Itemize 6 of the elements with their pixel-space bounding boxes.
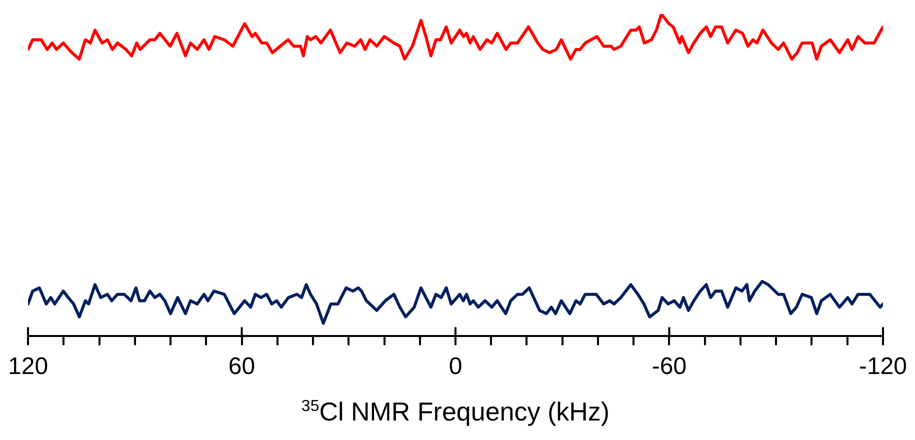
x-tick-label: 120 xyxy=(8,353,48,380)
x-tick-label: 0 xyxy=(448,353,462,380)
x-tick-label: -120 xyxy=(858,353,908,380)
x-tick-label: 60 xyxy=(228,353,256,380)
x-tick-label: -60 xyxy=(652,353,687,380)
x-axis-title: $^{35}$Cl NMR Frequency (kHz) xyxy=(301,396,610,427)
